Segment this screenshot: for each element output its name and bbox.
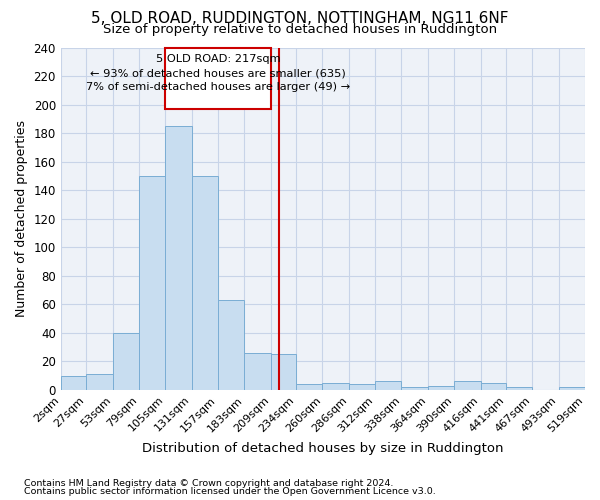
Text: 5, OLD ROAD, RUDDINGTON, NOTTINGHAM, NG11 6NF: 5, OLD ROAD, RUDDINGTON, NOTTINGHAM, NG1… [91, 11, 509, 26]
Bar [61, 376, 86, 390]
Bar [481, 383, 506, 390]
Y-axis label: Number of detached properties: Number of detached properties [15, 120, 28, 317]
Bar [296, 384, 322, 390]
Bar [191, 176, 218, 390]
Bar [375, 382, 401, 390]
Text: Size of property relative to detached houses in Ruddington: Size of property relative to detached ho… [103, 22, 497, 36]
Text: 7% of semi-detached houses are larger (49) →: 7% of semi-detached houses are larger (4… [86, 82, 350, 92]
Bar [271, 354, 296, 390]
Bar [139, 176, 165, 390]
Bar [113, 333, 139, 390]
Bar [454, 382, 481, 390]
Text: 5 OLD ROAD: 217sqm: 5 OLD ROAD: 217sqm [155, 54, 280, 64]
Text: Contains HM Land Registry data © Crown copyright and database right 2024.: Contains HM Land Registry data © Crown c… [24, 478, 394, 488]
Bar [218, 300, 244, 390]
Bar [165, 126, 191, 390]
Text: ← 93% of detached houses are smaller (635): ← 93% of detached houses are smaller (63… [90, 68, 346, 78]
Bar [244, 353, 271, 390]
Text: Contains public sector information licensed under the Open Government Licence v3: Contains public sector information licen… [24, 487, 436, 496]
Bar [506, 387, 532, 390]
Bar [322, 383, 349, 390]
Bar [86, 374, 113, 390]
Bar [559, 387, 585, 390]
Bar [349, 384, 375, 390]
X-axis label: Distribution of detached houses by size in Ruddington: Distribution of detached houses by size … [142, 442, 503, 455]
Bar [428, 386, 454, 390]
Bar [401, 387, 428, 390]
Bar [165, 48, 271, 109]
